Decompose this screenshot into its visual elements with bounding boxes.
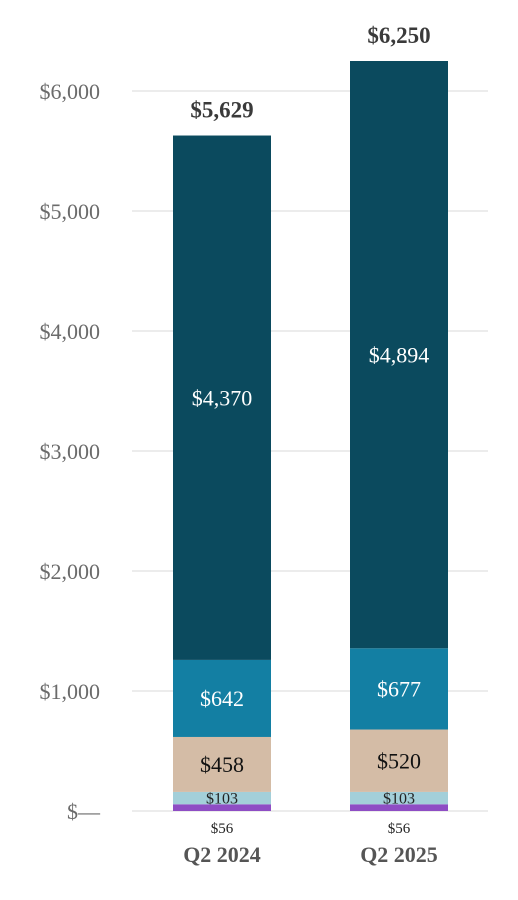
y-tick-label: $4,000 xyxy=(40,319,101,344)
bar-segment xyxy=(350,648,448,730)
y-tick-label: $1,000 xyxy=(40,679,101,704)
y-tick-label: $3,000 xyxy=(40,439,101,464)
y-tick-label: $— xyxy=(67,799,101,824)
data-label: $642 xyxy=(200,686,244,711)
data-label: $458 xyxy=(200,752,244,777)
data-label: $4,370 xyxy=(192,385,253,410)
data-label: $56 xyxy=(211,821,234,837)
total-label: $5,629 xyxy=(190,98,253,123)
data-label: $56 xyxy=(388,821,411,837)
x-category-label: Q2 2025 xyxy=(360,842,438,867)
bar-segment xyxy=(350,804,448,811)
y-tick-label: $2,000 xyxy=(40,559,101,584)
x-category-label: Q2 2024 xyxy=(183,842,261,867)
bar-segment xyxy=(350,729,448,792)
bar-segment xyxy=(173,804,271,811)
y-tick-label: $6,000 xyxy=(40,79,101,104)
bar-segment xyxy=(173,791,271,805)
data-label: $4,894 xyxy=(369,342,430,367)
bar-segment xyxy=(173,736,271,792)
y-tick-label: $5,000 xyxy=(40,199,101,224)
bar-segment xyxy=(350,791,448,805)
data-label: $677 xyxy=(377,677,421,702)
data-label: $103 xyxy=(206,791,238,808)
bar-segment xyxy=(350,61,448,649)
bar-segment xyxy=(173,659,271,737)
data-label: $520 xyxy=(377,748,421,773)
bar-segment xyxy=(173,135,271,660)
data-label: $103 xyxy=(383,791,415,808)
total-label: $6,250 xyxy=(367,23,430,48)
